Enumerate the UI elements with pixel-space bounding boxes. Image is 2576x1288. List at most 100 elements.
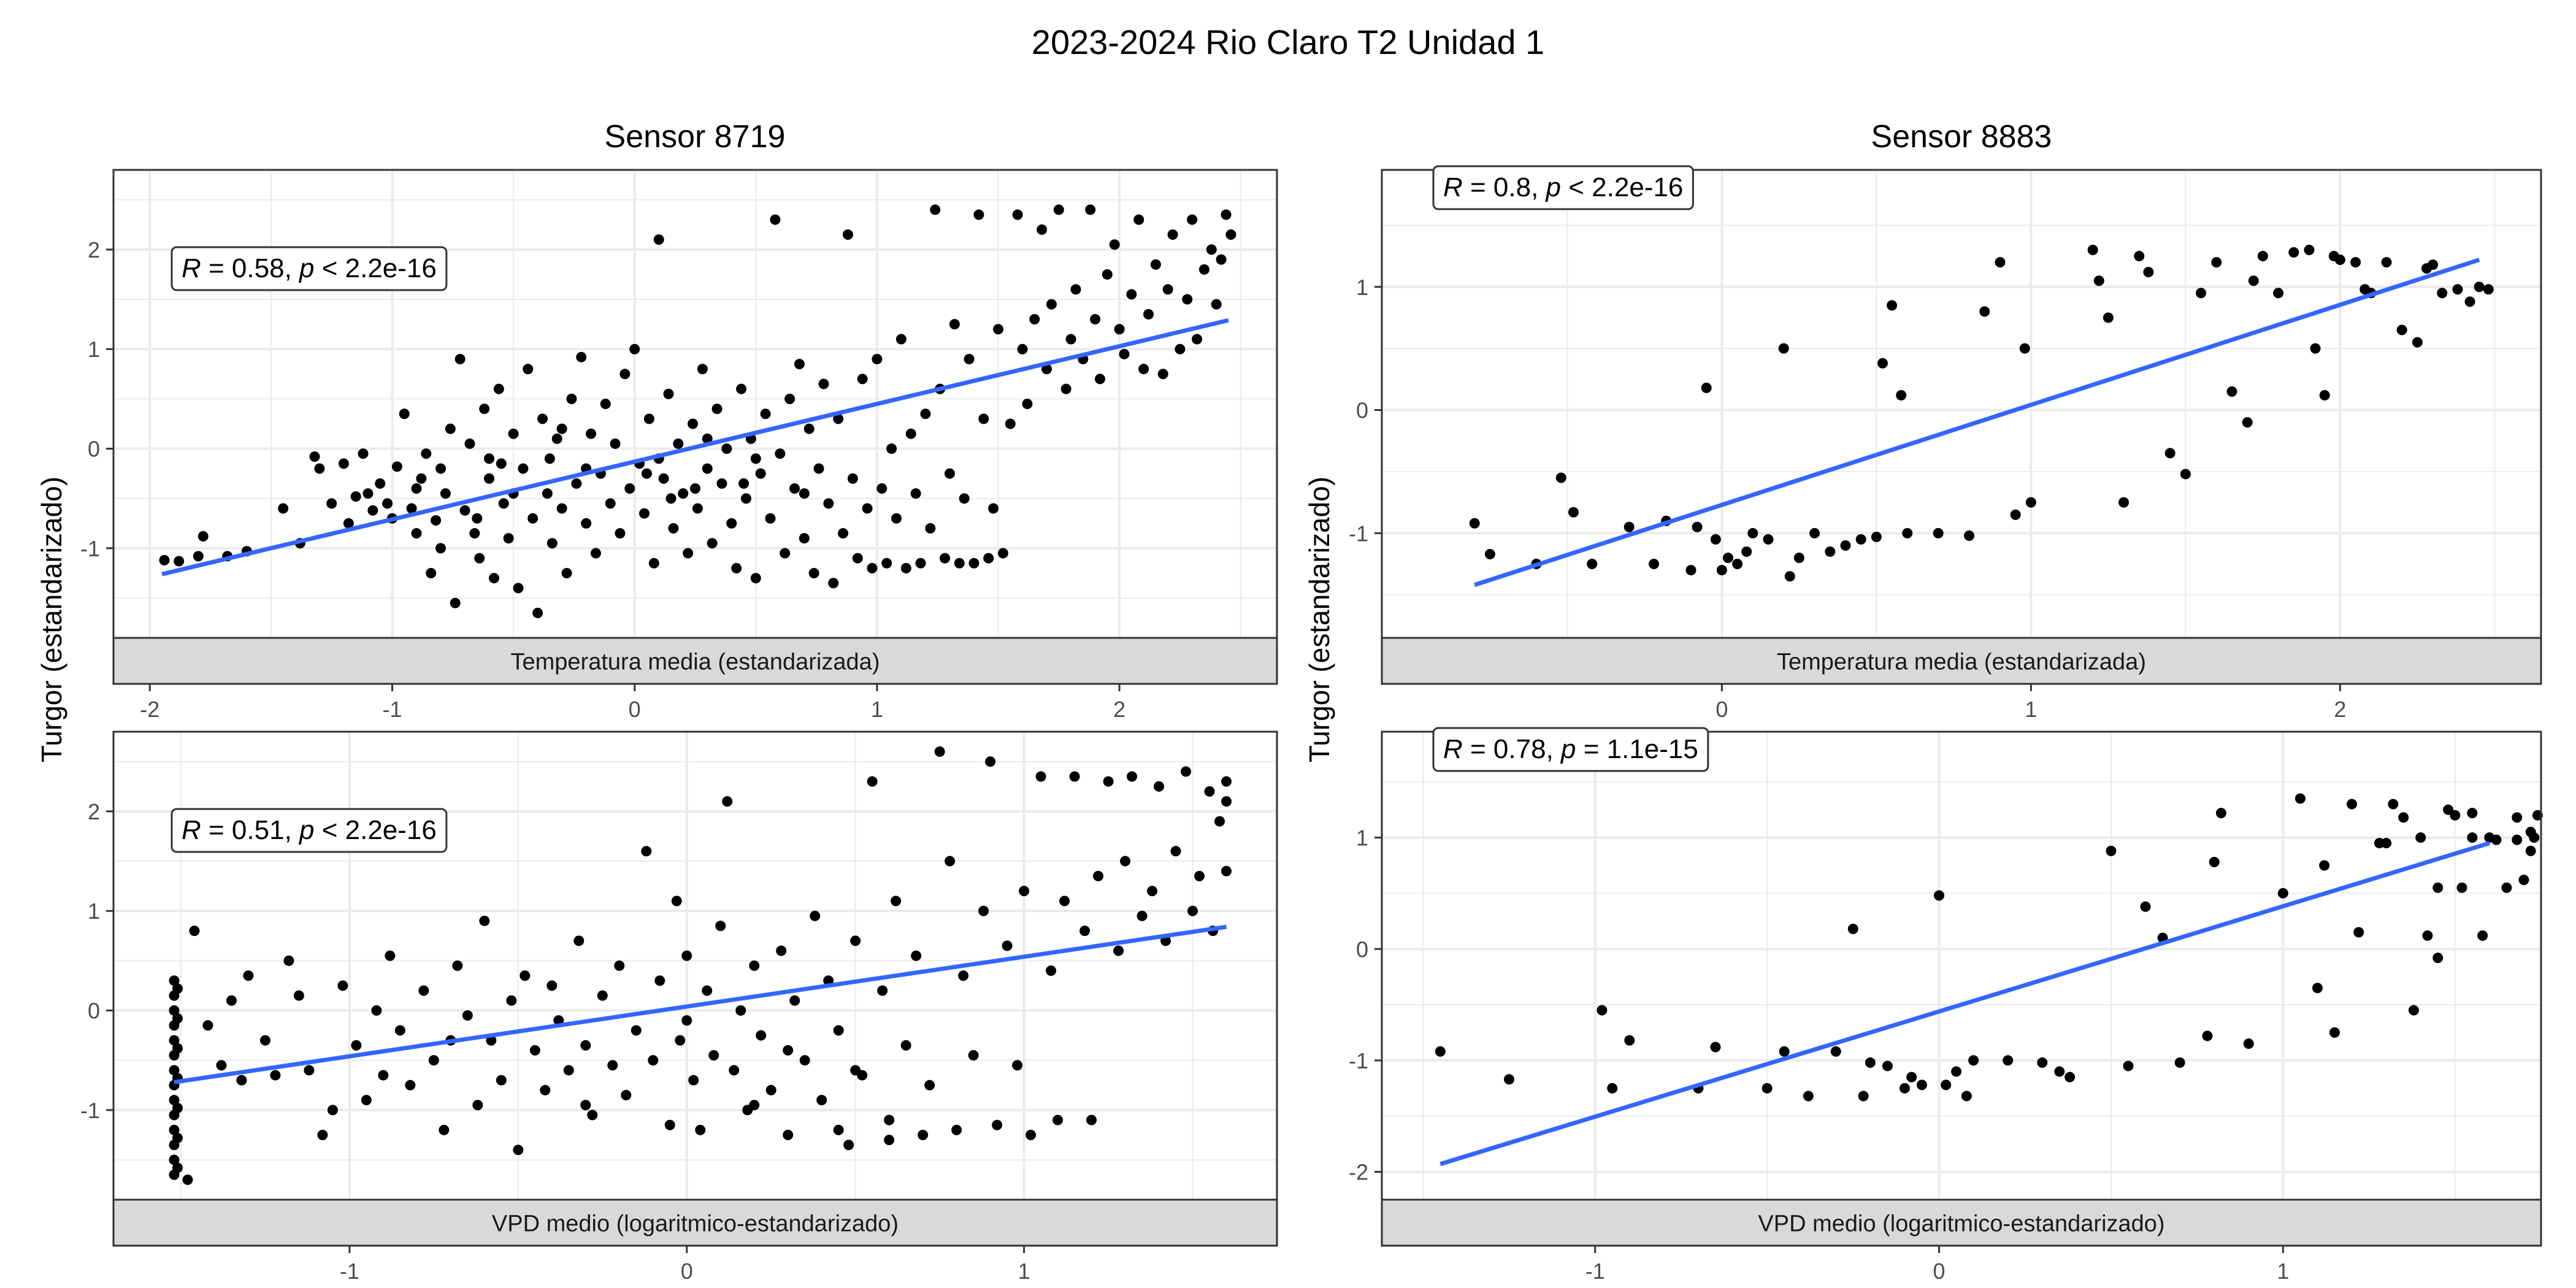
data-point [551,433,562,444]
data-point [556,423,567,434]
data-point [675,1035,686,1046]
data-point [169,975,180,986]
y-tick-label: 0 [88,437,100,462]
regression-line [1474,258,2480,587]
data-point [643,413,654,424]
data-point [1167,229,1178,240]
data-point [789,483,800,494]
data-point [2452,284,2463,295]
data-point [1809,527,1820,539]
data-point [472,1100,483,1111]
data-point [309,451,320,462]
data-point [949,319,960,330]
data-point [172,1013,183,1024]
data-point [597,990,608,1001]
data-point [2512,812,2523,823]
data-point [544,453,555,464]
data-point [472,513,483,524]
data-point [172,1132,183,1143]
data-point [503,533,514,544]
data-point [1192,334,1203,345]
data-point [405,1079,416,1091]
data-point [780,548,791,559]
data-point [2164,448,2175,459]
data-point [532,607,543,618]
data-point [338,458,349,469]
data-point [641,846,652,857]
data-point [695,1124,706,1135]
data-point [799,533,810,544]
data-point [1803,1091,1814,1102]
x-tick-label: 1 [2277,1259,2289,1284]
strip-background [112,637,1278,685]
data-point [673,438,684,449]
data-point [930,204,941,215]
data-point [1069,771,1080,782]
data-point [519,970,531,981]
data-point [750,453,761,464]
data-point [867,776,878,787]
data-point [2381,257,2392,268]
data-point [911,950,922,961]
data-point [783,1045,794,1056]
data-point [2304,245,2315,256]
data-point [2294,793,2306,804]
data-point [605,498,616,509]
data-point [174,556,185,567]
data-point [823,498,834,509]
data-point [431,515,442,526]
data-point [1157,369,1168,380]
data-point [872,353,883,364]
data-point [857,374,868,385]
data-point [770,214,781,225]
data-point [172,1103,183,1114]
data-point [2432,882,2444,893]
data-point [236,1075,247,1086]
data-point [1221,865,1232,876]
data-point [464,438,475,449]
data-point [658,473,669,484]
data-point [886,443,897,454]
data-point [518,463,529,474]
data-point [621,1090,632,1101]
data-point [721,443,732,454]
data-point [756,1030,767,1041]
data-point [900,562,911,573]
data-point [1722,552,1733,563]
data-point [1741,546,1752,557]
data-point [2202,1030,2213,1041]
data-point [169,1095,180,1106]
data-point [1840,540,1851,551]
data-point [2087,245,2098,256]
data-point [765,1084,776,1095]
data-point [813,463,824,474]
data-point [484,473,495,484]
data-point [731,562,742,573]
correlation-label-text: R = 0.78, p = 1.1e-15 [1443,734,1698,764]
data-point [350,491,361,502]
data-point [488,573,499,584]
data-point [189,926,200,937]
data-point [1065,334,1076,345]
data-point [2106,845,2117,856]
data-point [1002,940,1013,951]
data-point [1113,945,1124,956]
data-point [891,895,902,907]
data-point [2477,930,2488,941]
data-point [2467,832,2478,843]
data-point [983,553,994,564]
figure-title: 2023-2024 Rio Claro T2 Unidad 1 [1032,23,1544,61]
data-point [692,503,703,514]
data-point [648,558,659,569]
data-point [2329,1027,2340,1038]
data-point [529,1045,540,1056]
data-point [924,1079,935,1091]
data-point [1995,257,2006,268]
data-point [243,970,254,981]
plot-background [113,170,1277,638]
x-tick-label: 0 [681,1259,693,1284]
data-point [988,503,999,514]
data-point [314,463,325,474]
data-point [411,528,422,539]
data-point [172,1162,183,1173]
